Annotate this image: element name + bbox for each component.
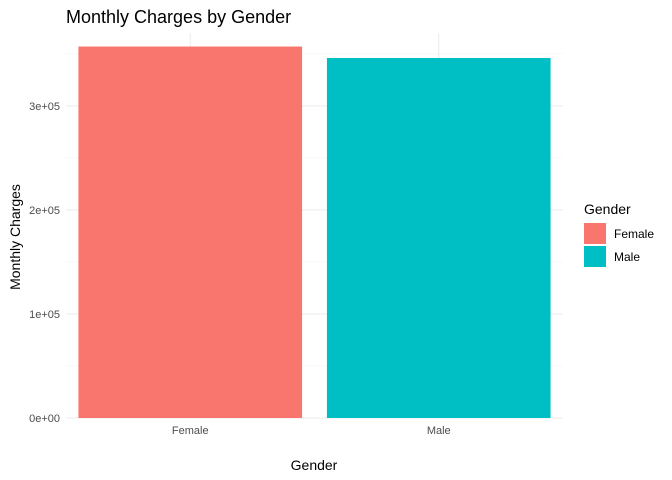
legend-title: Gender — [584, 201, 631, 217]
bar-male — [326, 57, 551, 419]
x-axis-ticks: Female Male — [172, 425, 451, 437]
chart-title: Monthly Charges by Gender — [66, 7, 291, 27]
legend-key-female — [584, 223, 606, 244]
y-tick-label: 2e+05 — [29, 205, 60, 217]
y-axis-title: Monthly Charges — [7, 184, 23, 290]
legend-label: Female — [614, 227, 654, 241]
legend-label: Male — [614, 250, 640, 264]
x-tick-label: Male — [427, 425, 451, 437]
plot-area: 0e+00 1e+05 2e+05 3e+05 Female Male — [29, 33, 563, 437]
x-axis-title: Gender — [291, 457, 338, 473]
bars — [78, 46, 551, 419]
x-tick-label: Female — [172, 425, 209, 437]
legend: Gender Female Male — [584, 201, 654, 267]
legend-items: Female Male — [584, 223, 654, 267]
y-axis-ticks: 0e+00 1e+05 2e+05 3e+05 — [29, 101, 60, 425]
legend-key-male — [584, 246, 606, 267]
y-tick-label: 3e+05 — [29, 101, 60, 113]
y-tick-label: 1e+05 — [29, 309, 60, 321]
bar-female — [78, 46, 303, 418]
y-tick-label: 0e+00 — [29, 413, 60, 425]
